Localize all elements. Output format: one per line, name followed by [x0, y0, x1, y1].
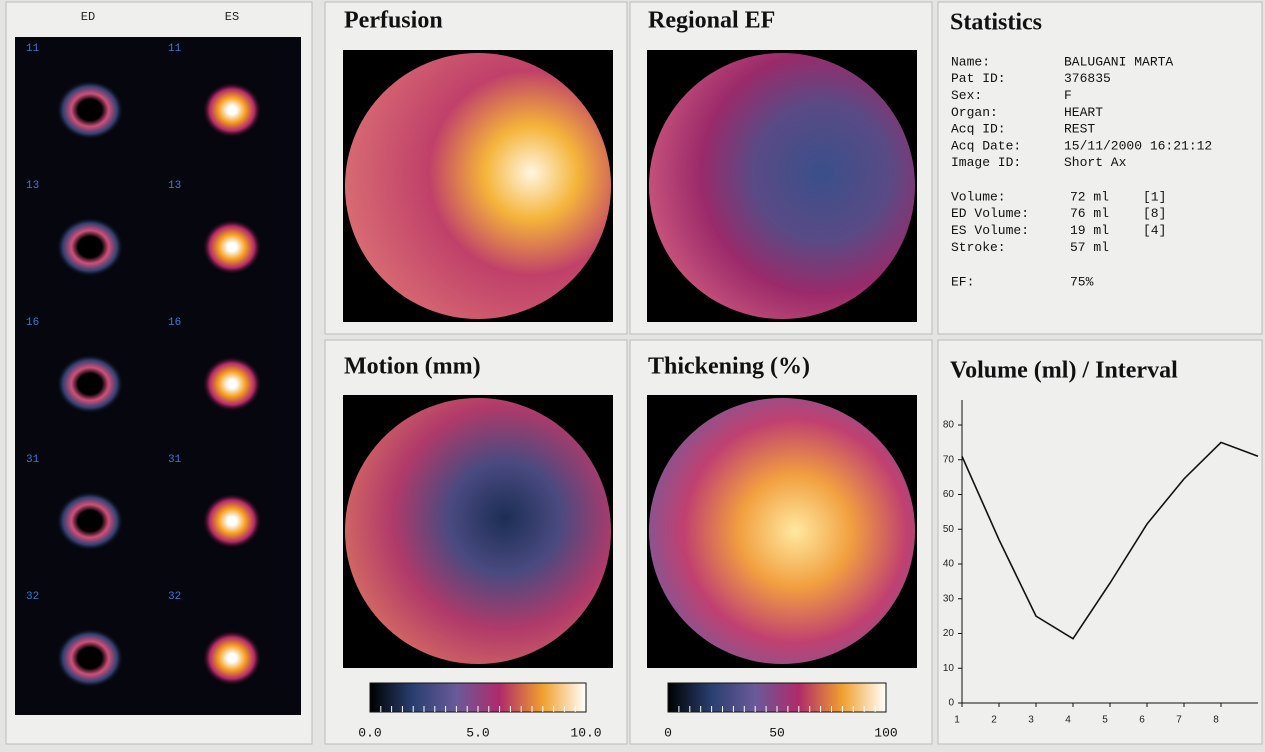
motion-map — [345, 398, 611, 664]
stat-text: 15/11/2000 16:21:12 — [1064, 138, 1212, 153]
map-title: Regional EF — [648, 8, 775, 34]
stat-text: Pat ID: — [951, 71, 1006, 86]
stat-text: Image ID: — [951, 155, 1021, 170]
slice-label: 13 — [26, 180, 39, 192]
colorbar-label: 100 — [874, 725, 897, 740]
x-tick-label: 1 — [954, 715, 960, 726]
stat-text: REST — [1064, 122, 1095, 137]
y-tick-label: 80 — [943, 420, 955, 431]
stat-text: Organ: — [951, 105, 998, 120]
colorbar-label: 50 — [769, 725, 785, 740]
map-title: Perfusion — [344, 8, 443, 34]
x-tick-label: 6 — [1139, 715, 1145, 726]
perfusion-map — [345, 53, 611, 319]
stat-text: Volume: — [951, 189, 1006, 204]
stat-text: Short Ax — [1064, 155, 1127, 170]
colorbar-label: 5.0 — [466, 725, 489, 740]
y-tick-label: 70 — [943, 454, 955, 465]
panel — [937, 339, 1263, 745]
ed-slice — [56, 217, 124, 277]
stat-text: 76 ml — [1070, 206, 1109, 221]
map-title: Motion (mm) — [344, 354, 481, 380]
stat-text: 376835 — [1064, 71, 1111, 86]
volume-line — [961, 441, 1259, 640]
x-tick-label: 7 — [1176, 715, 1182, 726]
slice-label: 16 — [168, 317, 181, 329]
es-slice — [202, 219, 262, 275]
stat-text: [8] — [1143, 206, 1166, 221]
slice-label: 11 — [168, 43, 182, 55]
stat-text: BALUGANI MARTA — [1064, 54, 1173, 69]
stat-text: 19 ml — [1070, 223, 1109, 238]
es-slice — [202, 493, 262, 549]
es-slice — [202, 356, 262, 412]
es-label: ES — [225, 10, 239, 24]
stats-title: Statistics — [950, 10, 1042, 36]
x-tick-label: 5 — [1102, 715, 1108, 726]
stat-text: 75% — [1070, 274, 1094, 289]
slice-label: 32 — [26, 591, 39, 603]
stat-text: HEART — [1064, 105, 1103, 120]
y-tick-label: 0 — [948, 698, 954, 709]
x-tick-label: 2 — [991, 715, 997, 726]
stat-text: EF: — [951, 274, 974, 289]
colorbar-label: 0.0 — [358, 725, 381, 740]
slice-label: 11 — [26, 43, 40, 55]
slice-label: 31 — [168, 454, 182, 466]
y-tick-label: 50 — [943, 524, 955, 535]
ed-slice — [56, 80, 124, 140]
map-title: Thickening (%) — [648, 354, 810, 380]
stat-text: Name: — [951, 54, 990, 69]
ed-slice — [56, 491, 124, 551]
thickening-map — [649, 398, 915, 664]
stat-text: Sex: — [951, 88, 982, 103]
ed-label: ED — [81, 10, 95, 24]
es-slice — [202, 82, 262, 138]
stat-text: Stroke: — [951, 240, 1006, 255]
y-tick-label: 60 — [943, 489, 955, 500]
chart-title: Volume (ml) / Interval — [950, 358, 1178, 384]
y-tick-label: 10 — [943, 663, 955, 674]
slice-label: 16 — [26, 317, 39, 329]
stat-text: 57 ml — [1070, 240, 1109, 255]
x-tick-label: 3 — [1028, 715, 1034, 726]
y-tick-label: 30 — [943, 593, 955, 604]
stat-text: Acq ID: — [951, 122, 1006, 137]
y-tick-label: 20 — [943, 628, 955, 639]
colorbar-label: 0 — [664, 725, 672, 740]
panel — [937, 1, 1263, 335]
es-slice — [202, 630, 262, 686]
slice-label: 13 — [168, 180, 181, 192]
y-tick-label: 40 — [943, 559, 955, 570]
x-tick-label: 4 — [1065, 715, 1071, 726]
slice-label: 31 — [26, 454, 40, 466]
ed-slice — [56, 628, 124, 688]
stat-text: [1] — [1143, 189, 1166, 204]
ed-slice — [56, 354, 124, 414]
stat-text: 72 ml — [1070, 189, 1109, 204]
stat-text: [4] — [1143, 223, 1166, 238]
stat-text: ES Volume: — [951, 223, 1029, 238]
colorbar-label: 10.0 — [570, 725, 601, 740]
regional-ef-map — [649, 53, 915, 319]
x-tick-label: 8 — [1213, 715, 1219, 726]
stat-text: ED Volume: — [951, 206, 1029, 221]
stat-text: Acq Date: — [951, 138, 1021, 153]
stat-text: F — [1064, 88, 1072, 103]
slice-label: 32 — [168, 591, 181, 603]
